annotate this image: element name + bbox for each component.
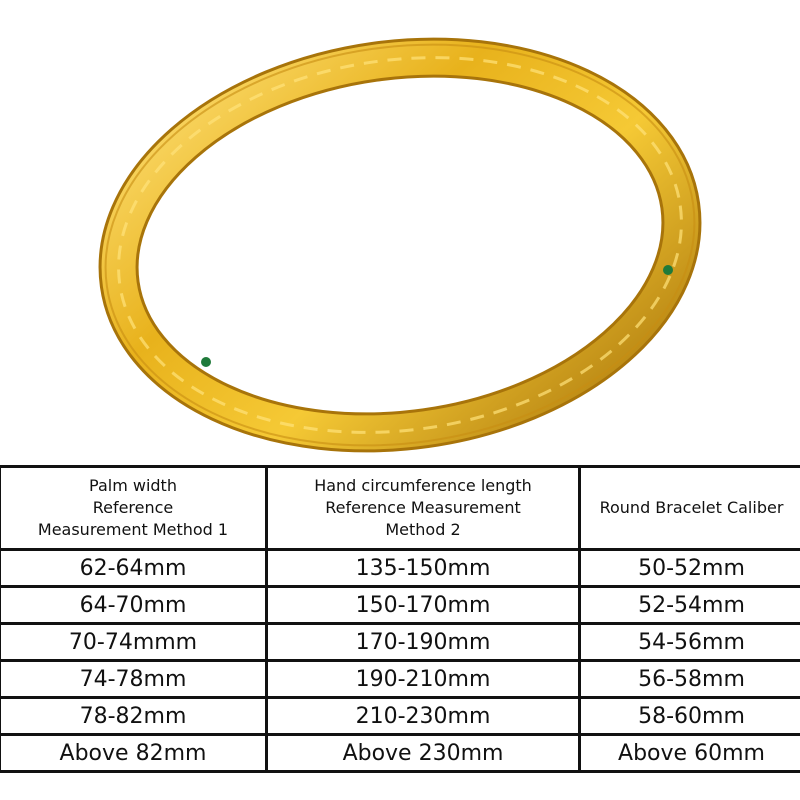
cell: 170-190mm bbox=[265, 622, 581, 662]
header-hand-circumference: Hand circumference length Reference Meas… bbox=[265, 465, 581, 551]
header-palm-width: Palm width Reference Measurement Method … bbox=[0, 465, 268, 551]
cell: 210-230mm bbox=[265, 696, 581, 736]
cell: 62-64mm bbox=[0, 548, 268, 588]
cell: 50-52mm bbox=[578, 548, 800, 588]
cell: Above 60mm bbox=[578, 733, 800, 773]
cell: 74-78mm bbox=[0, 659, 268, 699]
size-table: Palm width Reference Measurement Method … bbox=[0, 465, 800, 773]
cell: 70-74mmm bbox=[0, 622, 268, 662]
cell: 64-70mm bbox=[0, 585, 268, 625]
cell: Above 82mm bbox=[0, 733, 268, 773]
cell: 135-150mm bbox=[265, 548, 581, 588]
table-row: 78-82mm 210-230mm 58-60mm bbox=[0, 696, 800, 736]
gold-bangle-image bbox=[98, 37, 702, 453]
table-row: 74-78mm 190-210mm 56-58mm bbox=[0, 659, 800, 699]
table-header-row: Palm width Reference Measurement Method … bbox=[0, 465, 800, 551]
cell: 54-56mm bbox=[578, 622, 800, 662]
cell: Above 230mm bbox=[265, 733, 581, 773]
table-row: 70-74mmm 170-190mm 54-56mm bbox=[0, 622, 800, 662]
cell: 150-170mm bbox=[265, 585, 581, 625]
gem-left bbox=[201, 357, 211, 367]
gem-right bbox=[663, 265, 673, 275]
cell: 78-82mm bbox=[0, 696, 268, 736]
header-bracelet-caliber: Round Bracelet Caliber bbox=[578, 465, 800, 551]
table-row: 64-70mm 150-170mm 52-54mm bbox=[0, 585, 800, 625]
table-row: Above 82mm Above 230mm Above 60mm bbox=[0, 733, 800, 773]
cell: 58-60mm bbox=[578, 696, 800, 736]
table-row: 62-64mm 135-150mm 50-52mm bbox=[0, 548, 800, 588]
cell: 190-210mm bbox=[265, 659, 581, 699]
cell: 52-54mm bbox=[578, 585, 800, 625]
cell: 56-58mm bbox=[578, 659, 800, 699]
